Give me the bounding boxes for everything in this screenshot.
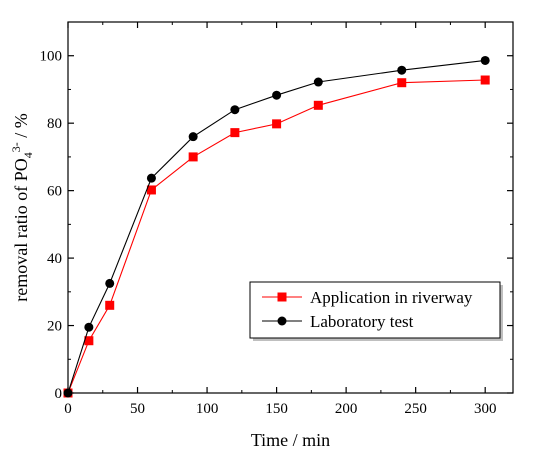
data-point <box>272 90 282 100</box>
y-tick-label: 40 <box>47 251 62 267</box>
legend-marker <box>277 316 287 326</box>
y-axis-title: removal ratio of PO43- / % <box>9 113 35 301</box>
x-axis-title: Time / min <box>251 430 330 450</box>
y-axis-title-prefix: removal ratio of PO <box>11 158 31 301</box>
data-point <box>63 388 73 398</box>
y-axis-title-superscript: 3- <box>9 142 23 152</box>
legend-label: Application in riverway <box>310 288 473 307</box>
x-tick-label: 100 <box>196 401 219 417</box>
legend: Application in riverway Laboratory test <box>249 281 503 341</box>
series-0 <box>63 75 490 398</box>
x-tick-label: 300 <box>474 401 497 417</box>
legend-entry-1: Laboratory test <box>262 312 414 331</box>
data-point <box>313 100 323 110</box>
x-tick-label: 150 <box>265 401 288 417</box>
data-point <box>146 185 156 195</box>
y-tick-label: 80 <box>47 116 62 132</box>
y-tick-label: 60 <box>47 184 62 200</box>
ticks-layer: 0 50 100 150 200 250 300 0 20 40 60 80 100 <box>40 22 513 417</box>
series-line <box>67 79 486 394</box>
legend-label: Laboratory test <box>310 312 414 331</box>
series-layer <box>63 55 490 398</box>
series-1 <box>63 55 490 398</box>
data-point <box>188 132 198 142</box>
data-point <box>230 128 240 138</box>
x-tick-label: 250 <box>404 401 427 417</box>
data-point <box>146 173 156 183</box>
data-point <box>105 300 115 310</box>
data-point <box>313 77 323 87</box>
legend-entry-0: Application in riverway <box>262 288 473 307</box>
data-point <box>188 152 198 162</box>
x-tick-label: 0 <box>64 401 72 417</box>
data-point <box>397 65 407 75</box>
data-point <box>272 119 282 129</box>
axis-titles: Time / min removal ratio of PO43- / % <box>9 113 330 450</box>
data-point <box>84 336 94 346</box>
y-tick-label: 0 <box>55 386 63 402</box>
plot-frame-layer <box>67 21 514 394</box>
data-point <box>480 75 490 85</box>
x-tick-label: 50 <box>130 401 145 417</box>
legend-marker <box>277 292 287 302</box>
x-tick-label: 200 <box>335 401 358 417</box>
y-axis-title-suffix: / % <box>11 113 31 142</box>
y-tick-label: 100 <box>40 49 63 65</box>
data-point <box>230 105 240 115</box>
y-tick-label: 20 <box>47 319 62 335</box>
y-axis-title-subscript: 4 <box>21 152 35 158</box>
data-point <box>105 278 115 288</box>
data-point <box>84 322 94 332</box>
plot-border <box>67 21 514 394</box>
series-line <box>67 59 486 394</box>
data-point <box>480 55 490 65</box>
data-point <box>397 78 407 88</box>
legend-box <box>249 281 501 339</box>
